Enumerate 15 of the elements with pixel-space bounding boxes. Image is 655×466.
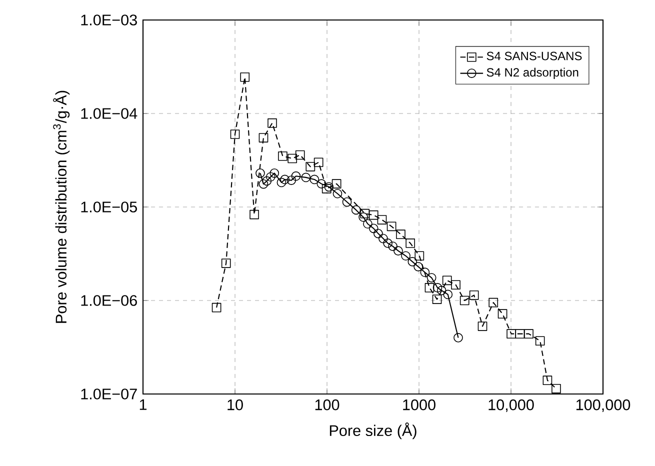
y-tick-label: 1.0E−03 (81, 14, 137, 26)
y-tick-label: 1.0E−04 (81, 108, 138, 119)
y-tick-label: 1.0E−06 (81, 295, 137, 306)
x-axis-title: Pore size (Å) (330, 422, 416, 440)
x-tick-label: 100 (315, 399, 340, 410)
legend-label: S4 N2 adsorption (486, 68, 578, 79)
x-tick-label: 10 (228, 399, 243, 410)
x-tick-label: 100,000 (576, 399, 630, 412)
x-tick-label: 1 (140, 399, 147, 410)
y-axis-title: Pore volume distribution (cm$^{3}$/g·Å) (53, 90, 70, 323)
x-tick-label: 10,000 (488, 399, 534, 412)
x-tick-label: 1000 (403, 399, 436, 410)
legend-label: S4 SANS-USANS (486, 52, 582, 60)
y-tick-label: 1.0E−05 (81, 202, 137, 212)
y-tick-label: 1.0E−07 (81, 388, 137, 400)
